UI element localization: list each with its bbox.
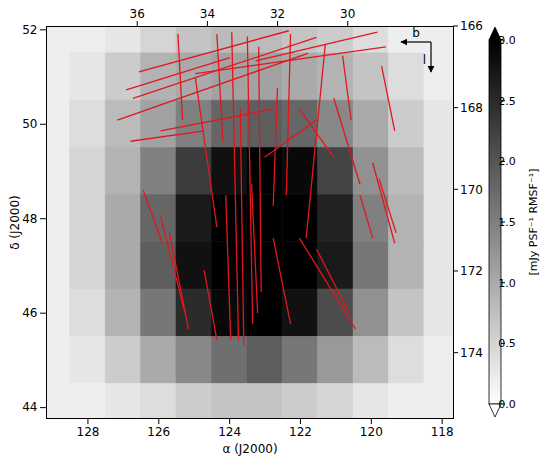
svg-text:0.0: 0.0 xyxy=(498,398,516,411)
svg-text:34: 34 xyxy=(200,7,215,21)
svg-text:170: 170 xyxy=(460,183,483,197)
svg-text:1.0: 1.0 xyxy=(498,277,516,290)
svg-text:1.5: 1.5 xyxy=(498,216,516,229)
svg-text:120: 120 xyxy=(360,425,383,439)
svg-text:32: 32 xyxy=(270,7,285,21)
svg-text:δ (J2000): δ (J2000) xyxy=(8,195,22,250)
svg-text:[mJy PSF⁻¹ RMSF⁻¹]: [mJy PSF⁻¹ RMSF⁻¹] xyxy=(527,169,540,276)
svg-text:168: 168 xyxy=(460,101,483,115)
svg-text:30: 30 xyxy=(340,7,355,21)
svg-text:3.0: 3.0 xyxy=(498,34,516,47)
svg-text:172: 172 xyxy=(460,264,483,278)
svg-text:122: 122 xyxy=(289,425,312,439)
svg-text:52: 52 xyxy=(22,23,37,37)
svg-text:36: 36 xyxy=(130,7,145,21)
svg-text:124: 124 xyxy=(218,425,241,439)
svg-text:0.5: 0.5 xyxy=(498,337,516,350)
svg-text:2.5: 2.5 xyxy=(498,95,516,108)
svg-text:166: 166 xyxy=(460,19,483,33)
svg-text:46: 46 xyxy=(22,306,37,320)
svg-text:2.0: 2.0 xyxy=(498,155,516,168)
svg-text:44: 44 xyxy=(22,400,37,414)
svg-text:50: 50 xyxy=(22,117,37,131)
svg-text:174: 174 xyxy=(460,346,483,360)
svg-text:α (J2000): α (J2000) xyxy=(222,442,277,456)
svg-text:126: 126 xyxy=(147,425,170,439)
svg-text:48: 48 xyxy=(22,212,37,226)
svg-text:118: 118 xyxy=(431,425,454,439)
svg-text:b: b xyxy=(412,26,420,40)
svg-text:l: l xyxy=(423,53,426,67)
svg-text:128: 128 xyxy=(76,425,99,439)
